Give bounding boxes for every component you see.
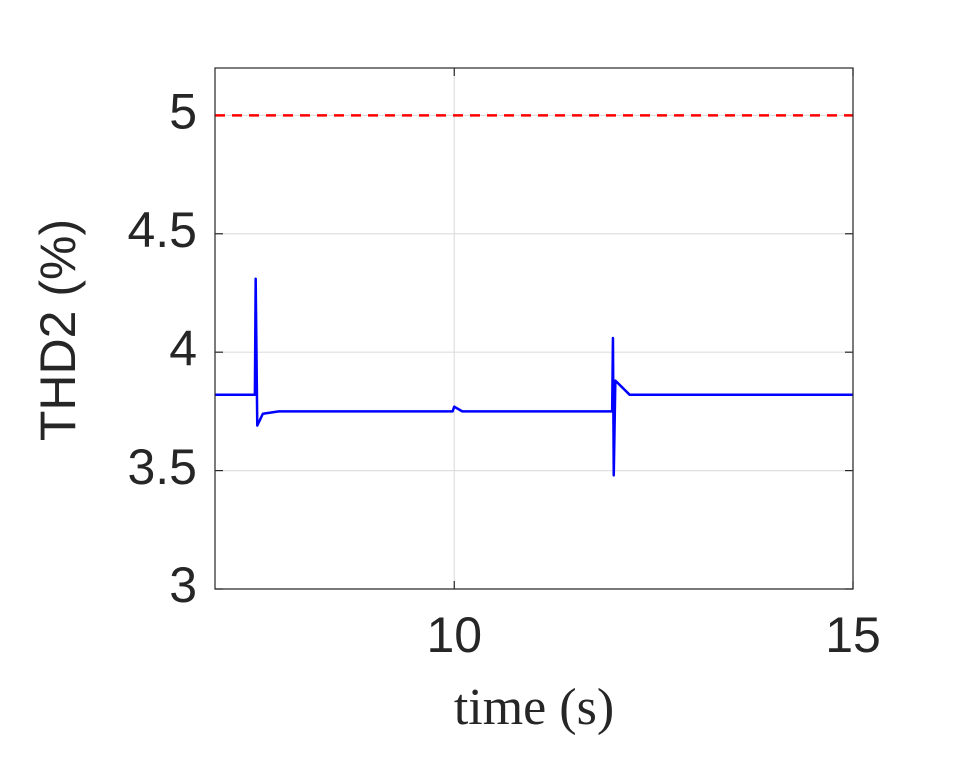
y-tick-label: 5	[169, 84, 197, 140]
axes-box	[214, 67, 854, 590]
x-axis-label: time (s)	[454, 679, 614, 736]
y-tick-label: 3.5	[127, 439, 197, 495]
y-tick-label: 4.5	[127, 202, 197, 258]
data-line	[215, 277, 853, 477]
x-tick-label: 15	[825, 607, 881, 663]
plot-area	[215, 68, 853, 589]
y-tick-label: 3	[169, 557, 197, 613]
y-axis-label: THD2 (%)	[30, 219, 86, 441]
x-tick-label: 10	[426, 607, 482, 663]
y-tick-label: 4	[169, 320, 197, 376]
